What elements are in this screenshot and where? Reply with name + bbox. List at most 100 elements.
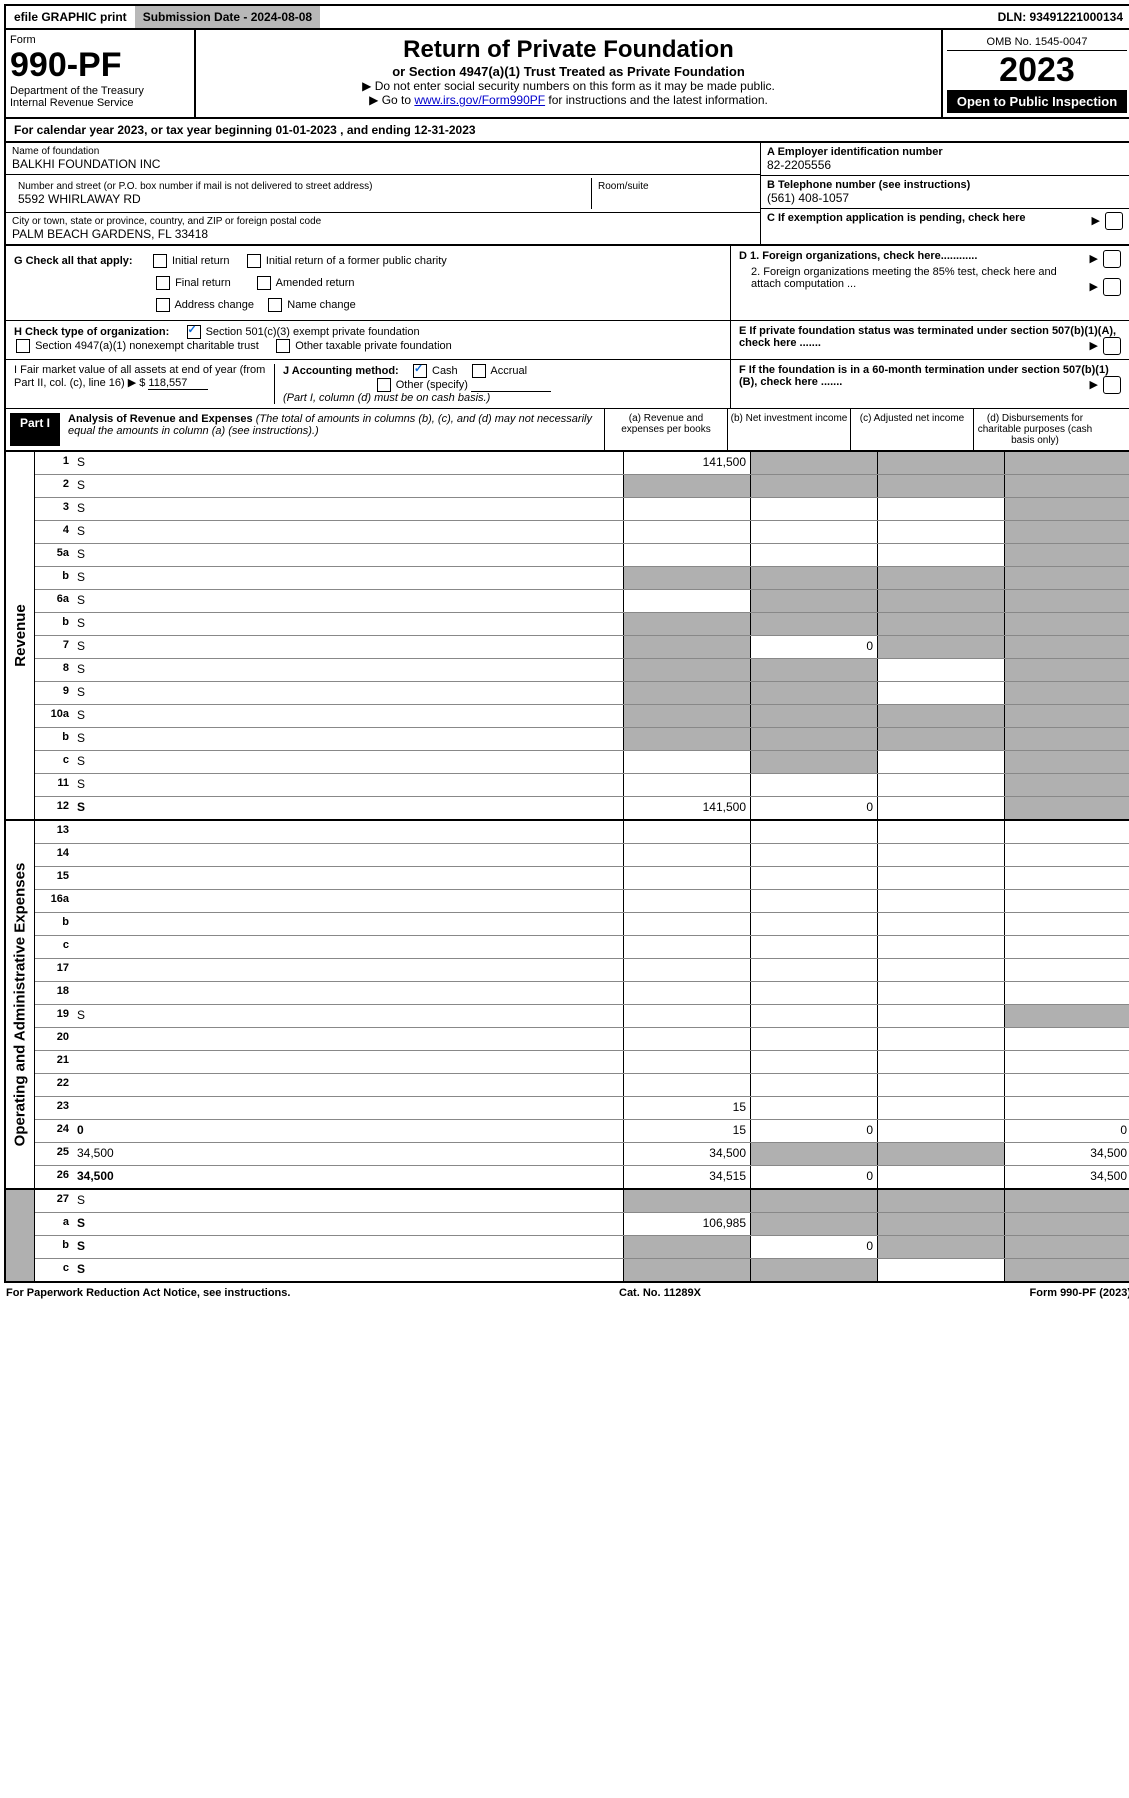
row-description: S — [73, 1005, 623, 1027]
cell-col-d — [1004, 1074, 1129, 1096]
cell-col-c — [877, 797, 1004, 819]
g-initial-former-checkbox[interactable] — [247, 254, 261, 268]
row-number: b — [35, 728, 73, 750]
part1-header: Part I Analysis of Revenue and Expenses … — [4, 409, 1129, 452]
foundation-name: BALKHI FOUNDATION INC — [12, 157, 754, 171]
cell-col-b — [750, 844, 877, 866]
row-number: b — [35, 613, 73, 635]
row-number: 11 — [35, 774, 73, 796]
cell-col-c — [877, 452, 1004, 474]
c-checkbox[interactable] — [1105, 212, 1123, 230]
table-row: 22 — [35, 1074, 1129, 1097]
table-row: bS0 — [35, 1236, 1129, 1259]
row-number: 1 — [35, 452, 73, 474]
row-description — [73, 1074, 623, 1096]
row-description: S — [73, 659, 623, 681]
row-number: 23 — [35, 1097, 73, 1119]
dept-treasury: Department of the Treasury — [10, 85, 190, 97]
cell-col-d — [1004, 1051, 1129, 1073]
table-row: 4S — [35, 521, 1129, 544]
name-label: Name of foundation — [12, 146, 754, 157]
g-address-checkbox[interactable] — [156, 298, 170, 312]
dept-irs: Internal Revenue Service — [10, 97, 190, 109]
form-note2: ▶ Go to www.irs.gov/Form990PF for instru… — [202, 93, 935, 107]
omb-number: OMB No. 1545-0047 — [947, 34, 1127, 51]
cell-col-c — [877, 1143, 1004, 1165]
cell-col-c — [877, 1236, 1004, 1258]
h-other-checkbox[interactable] — [276, 339, 290, 353]
row-number: 20 — [35, 1028, 73, 1050]
table-row: b — [35, 913, 1129, 936]
cell-col-b — [750, 544, 877, 566]
row-description: S — [73, 705, 623, 727]
row-description: S — [73, 452, 623, 474]
g-amended-checkbox[interactable] — [257, 276, 271, 290]
cell-col-a — [623, 475, 750, 497]
irs-link[interactable]: www.irs.gov/Form990PF — [414, 93, 545, 107]
footer-center: Cat. No. 11289X — [619, 1287, 701, 1299]
cell-col-b — [750, 751, 877, 773]
row-number: c — [35, 751, 73, 773]
table-row: 21 — [35, 1051, 1129, 1074]
cell-col-a: 34,500 — [623, 1143, 750, 1165]
g-name-checkbox[interactable] — [268, 298, 282, 312]
cell-col-c — [877, 774, 1004, 796]
cell-col-c — [877, 751, 1004, 773]
d1-checkbox[interactable] — [1103, 250, 1121, 268]
row-description — [73, 1051, 623, 1073]
row-number: 16a — [35, 890, 73, 912]
j-other-checkbox[interactable] — [377, 378, 391, 392]
cell-col-a: 34,515 — [623, 1166, 750, 1188]
cell-col-b — [750, 705, 877, 727]
row-description — [73, 1028, 623, 1050]
cell-col-a — [623, 567, 750, 589]
row-number: 14 — [35, 844, 73, 866]
row-number: b — [35, 1236, 73, 1258]
form-label: Form — [10, 34, 190, 46]
cell-col-a — [623, 1259, 750, 1281]
cell-col-a: 106,985 — [623, 1213, 750, 1235]
row-number: c — [35, 1259, 73, 1281]
row-number: 18 — [35, 982, 73, 1004]
h-501c3-checkbox[interactable] — [187, 325, 201, 339]
cell-col-b — [750, 682, 877, 704]
row-description: S — [73, 682, 623, 704]
table-row: 14 — [35, 844, 1129, 867]
cell-col-a — [623, 844, 750, 866]
cell-col-d — [1004, 682, 1129, 704]
row-description: S — [73, 1190, 623, 1212]
cell-col-c — [877, 1005, 1004, 1027]
g-final-checkbox[interactable] — [156, 276, 170, 290]
cell-col-a: 141,500 — [623, 452, 750, 474]
row-number: b — [35, 567, 73, 589]
revenue-table: Revenue 1S141,5002S3S4S5aSbS6aSbS7S08S9S… — [4, 452, 1129, 821]
cell-col-d — [1004, 959, 1129, 981]
j-cash-checkbox[interactable] — [413, 364, 427, 378]
cell-col-b — [750, 498, 877, 520]
cell-col-b — [750, 1028, 877, 1050]
col-d-header: (d) Disbursements for charitable purpose… — [974, 409, 1096, 450]
calendar-year: For calendar year 2023, or tax year begi… — [4, 119, 1129, 143]
cell-col-a — [623, 1074, 750, 1096]
e-checkbox[interactable] — [1103, 337, 1121, 355]
cell-col-c — [877, 913, 1004, 935]
cell-col-a — [623, 936, 750, 958]
cell-col-c — [877, 1120, 1004, 1142]
row-description — [73, 821, 623, 843]
table-row: 18 — [35, 982, 1129, 1005]
cell-col-a — [623, 1005, 750, 1027]
d2-checkbox[interactable] — [1103, 278, 1121, 296]
cell-col-d: 34,500 — [1004, 1143, 1129, 1165]
j-accrual-checkbox[interactable] — [472, 364, 486, 378]
form-note1: ▶ Do not enter social security numbers o… — [202, 79, 935, 93]
cell-col-d — [1004, 1190, 1129, 1212]
cell-col-a — [623, 1190, 750, 1212]
f-checkbox[interactable] — [1103, 376, 1121, 394]
cell-col-d — [1004, 728, 1129, 750]
h-4947-checkbox[interactable] — [16, 339, 30, 353]
g-initial-checkbox[interactable] — [153, 254, 167, 268]
row-description — [73, 890, 623, 912]
cell-col-c — [877, 1259, 1004, 1281]
table-row: 20 — [35, 1028, 1129, 1051]
table-row: 2634,50034,515034,500 — [35, 1166, 1129, 1188]
